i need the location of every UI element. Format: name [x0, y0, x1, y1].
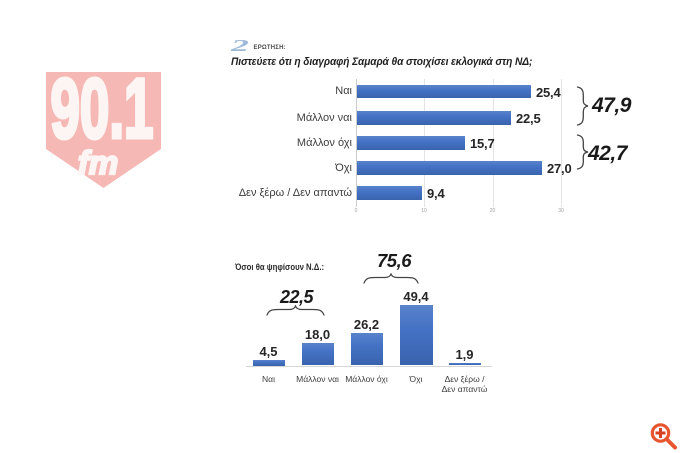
- svg-text:fm: fm: [78, 144, 118, 181]
- svg-text:90.1: 90.1: [51, 66, 154, 156]
